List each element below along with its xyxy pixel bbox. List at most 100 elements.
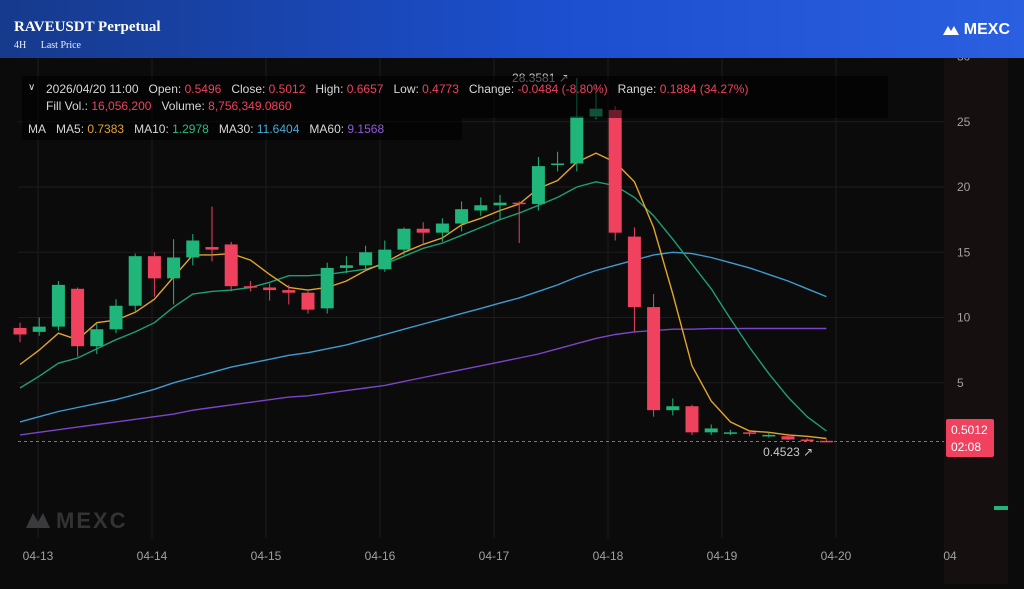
- x-tick-label: 04-16: [365, 549, 396, 563]
- ma60-label: MA60:: [309, 122, 345, 136]
- candle-body: [512, 202, 526, 205]
- range-label: Range:: [617, 82, 657, 96]
- candle[interactable]: [109, 299, 123, 334]
- candle[interactable]: [359, 245, 373, 271]
- candle[interactable]: [147, 252, 161, 297]
- candle[interactable]: [301, 291, 315, 314]
- candle-countdown: 02:08: [951, 440, 982, 455]
- candles[interactable]: [13, 77, 833, 443]
- candle[interactable]: [51, 280, 65, 331]
- open-value: 0.5496: [184, 82, 222, 96]
- candle[interactable]: [743, 431, 757, 437]
- ma30-value: 11.6404: [256, 122, 300, 136]
- ma30-label: MA30:: [218, 122, 254, 136]
- candle[interactable]: [378, 240, 392, 272]
- candle[interactable]: [493, 194, 507, 220]
- x-tick-label: 04: [943, 549, 957, 563]
- candle-body: [320, 267, 334, 309]
- candle[interactable]: [205, 206, 219, 262]
- candle-body: [781, 436, 795, 440]
- y-tick-label: 30: [957, 58, 971, 64]
- candle[interactable]: [435, 218, 449, 242]
- candle[interactable]: [647, 294, 661, 417]
- candle[interactable]: [320, 262, 334, 314]
- candle[interactable]: [71, 287, 85, 357]
- mexc-logo: MEXC: [942, 21, 1010, 39]
- candle[interactable]: [263, 283, 277, 301]
- mexc-logo-icon: [942, 26, 959, 35]
- candle-body: [800, 439, 814, 442]
- candle[interactable]: [186, 233, 200, 266]
- x-tick-label: 04-18: [593, 549, 624, 563]
- chart-header: RAVEUSDT Perpetual 4H Last Price MEXC: [0, 0, 1024, 58]
- candle[interactable]: [224, 241, 238, 292]
- candle[interactable]: [531, 156, 545, 211]
- candle[interactable]: [474, 197, 488, 216]
- y-tick-label: 5: [957, 376, 964, 390]
- high-label: High:: [315, 82, 344, 96]
- fill-volume-value: 16,056,200: [91, 99, 152, 113]
- candle[interactable]: [128, 253, 142, 313]
- candle[interactable]: [512, 201, 526, 244]
- ma-label[interactable]: MA: [28, 122, 46, 136]
- candle[interactable]: [685, 404, 699, 435]
- close-label: Close:: [231, 82, 266, 96]
- x-tick-label: 04-19: [707, 549, 738, 563]
- candle-body: [378, 249, 392, 270]
- candle[interactable]: [627, 227, 641, 332]
- candle[interactable]: [32, 317, 46, 336]
- candle-body: [263, 287, 277, 291]
- volume-value: 8,756,349.0860: [208, 99, 292, 113]
- candle-body: [339, 265, 353, 268]
- candle[interactable]: [282, 284, 296, 305]
- candle[interactable]: [781, 433, 795, 441]
- price-chart[interactable]: 51015202530 04-1304-1404-1504-1604-1704-…: [0, 50, 1024, 584]
- candle[interactable]: [339, 256, 353, 274]
- interval-label: 4H: [14, 40, 27, 51]
- candle-body: [71, 288, 85, 347]
- candle-body: [109, 305, 123, 330]
- y-tick-label: 10: [957, 311, 971, 325]
- x-tick-label: 04-14: [137, 549, 168, 563]
- candle[interactable]: [167, 239, 181, 305]
- candle-body: [474, 205, 488, 211]
- high-value: 0.6657: [346, 82, 384, 96]
- watermark: MEXC: [26, 508, 126, 533]
- x-tick-label: 04-13: [23, 549, 54, 563]
- candle-body: [531, 166, 545, 204]
- candle[interactable]: [762, 432, 776, 438]
- last-price-tag: 0.5012 02:08: [946, 419, 994, 458]
- y-tick-label: 20: [957, 180, 971, 194]
- candle[interactable]: [723, 429, 737, 435]
- candle[interactable]: [243, 280, 257, 292]
- ma60-line: [19, 327, 827, 436]
- candle[interactable]: [397, 227, 411, 255]
- watermark-logo-icon: [26, 513, 50, 528]
- y-tick-label: 15: [957, 245, 971, 259]
- candle[interactable]: [666, 398, 680, 416]
- candle[interactable]: [416, 222, 430, 245]
- candle[interactable]: [455, 201, 469, 232]
- low-value: 0.4773: [422, 82, 459, 96]
- candle[interactable]: [13, 322, 27, 343]
- candle[interactable]: [704, 424, 718, 435]
- header-subtitle: 4H Last Price: [14, 40, 93, 51]
- candle[interactable]: [608, 106, 622, 241]
- candlestick-chart[interactable]: 51015202530 04-1304-1404-1504-1604-1704-…: [0, 50, 1024, 584]
- candle-body: [128, 256, 142, 306]
- ma10-label: MA10:: [134, 122, 169, 136]
- low-annotation: 0.4523 ↗: [763, 445, 813, 459]
- last-price-value: 0.5012: [951, 423, 988, 438]
- candle[interactable]: [551, 151, 565, 172]
- candle-body: [743, 432, 757, 434]
- ma5-label: MA5:: [56, 122, 85, 136]
- collapse-chevron-icon[interactable]: ∨: [28, 82, 36, 93]
- change-value: -0.0484 (-8.80%): [517, 82, 608, 96]
- ma30-line: [19, 251, 827, 423]
- candle[interactable]: [800, 438, 814, 442]
- symbol-title: RAVEUSDT Perpetual: [14, 19, 161, 35]
- candle-body: [224, 244, 238, 287]
- candle[interactable]: [819, 439, 833, 443]
- candle[interactable]: [90, 324, 104, 355]
- x-tick-label: 04-15: [251, 549, 282, 563]
